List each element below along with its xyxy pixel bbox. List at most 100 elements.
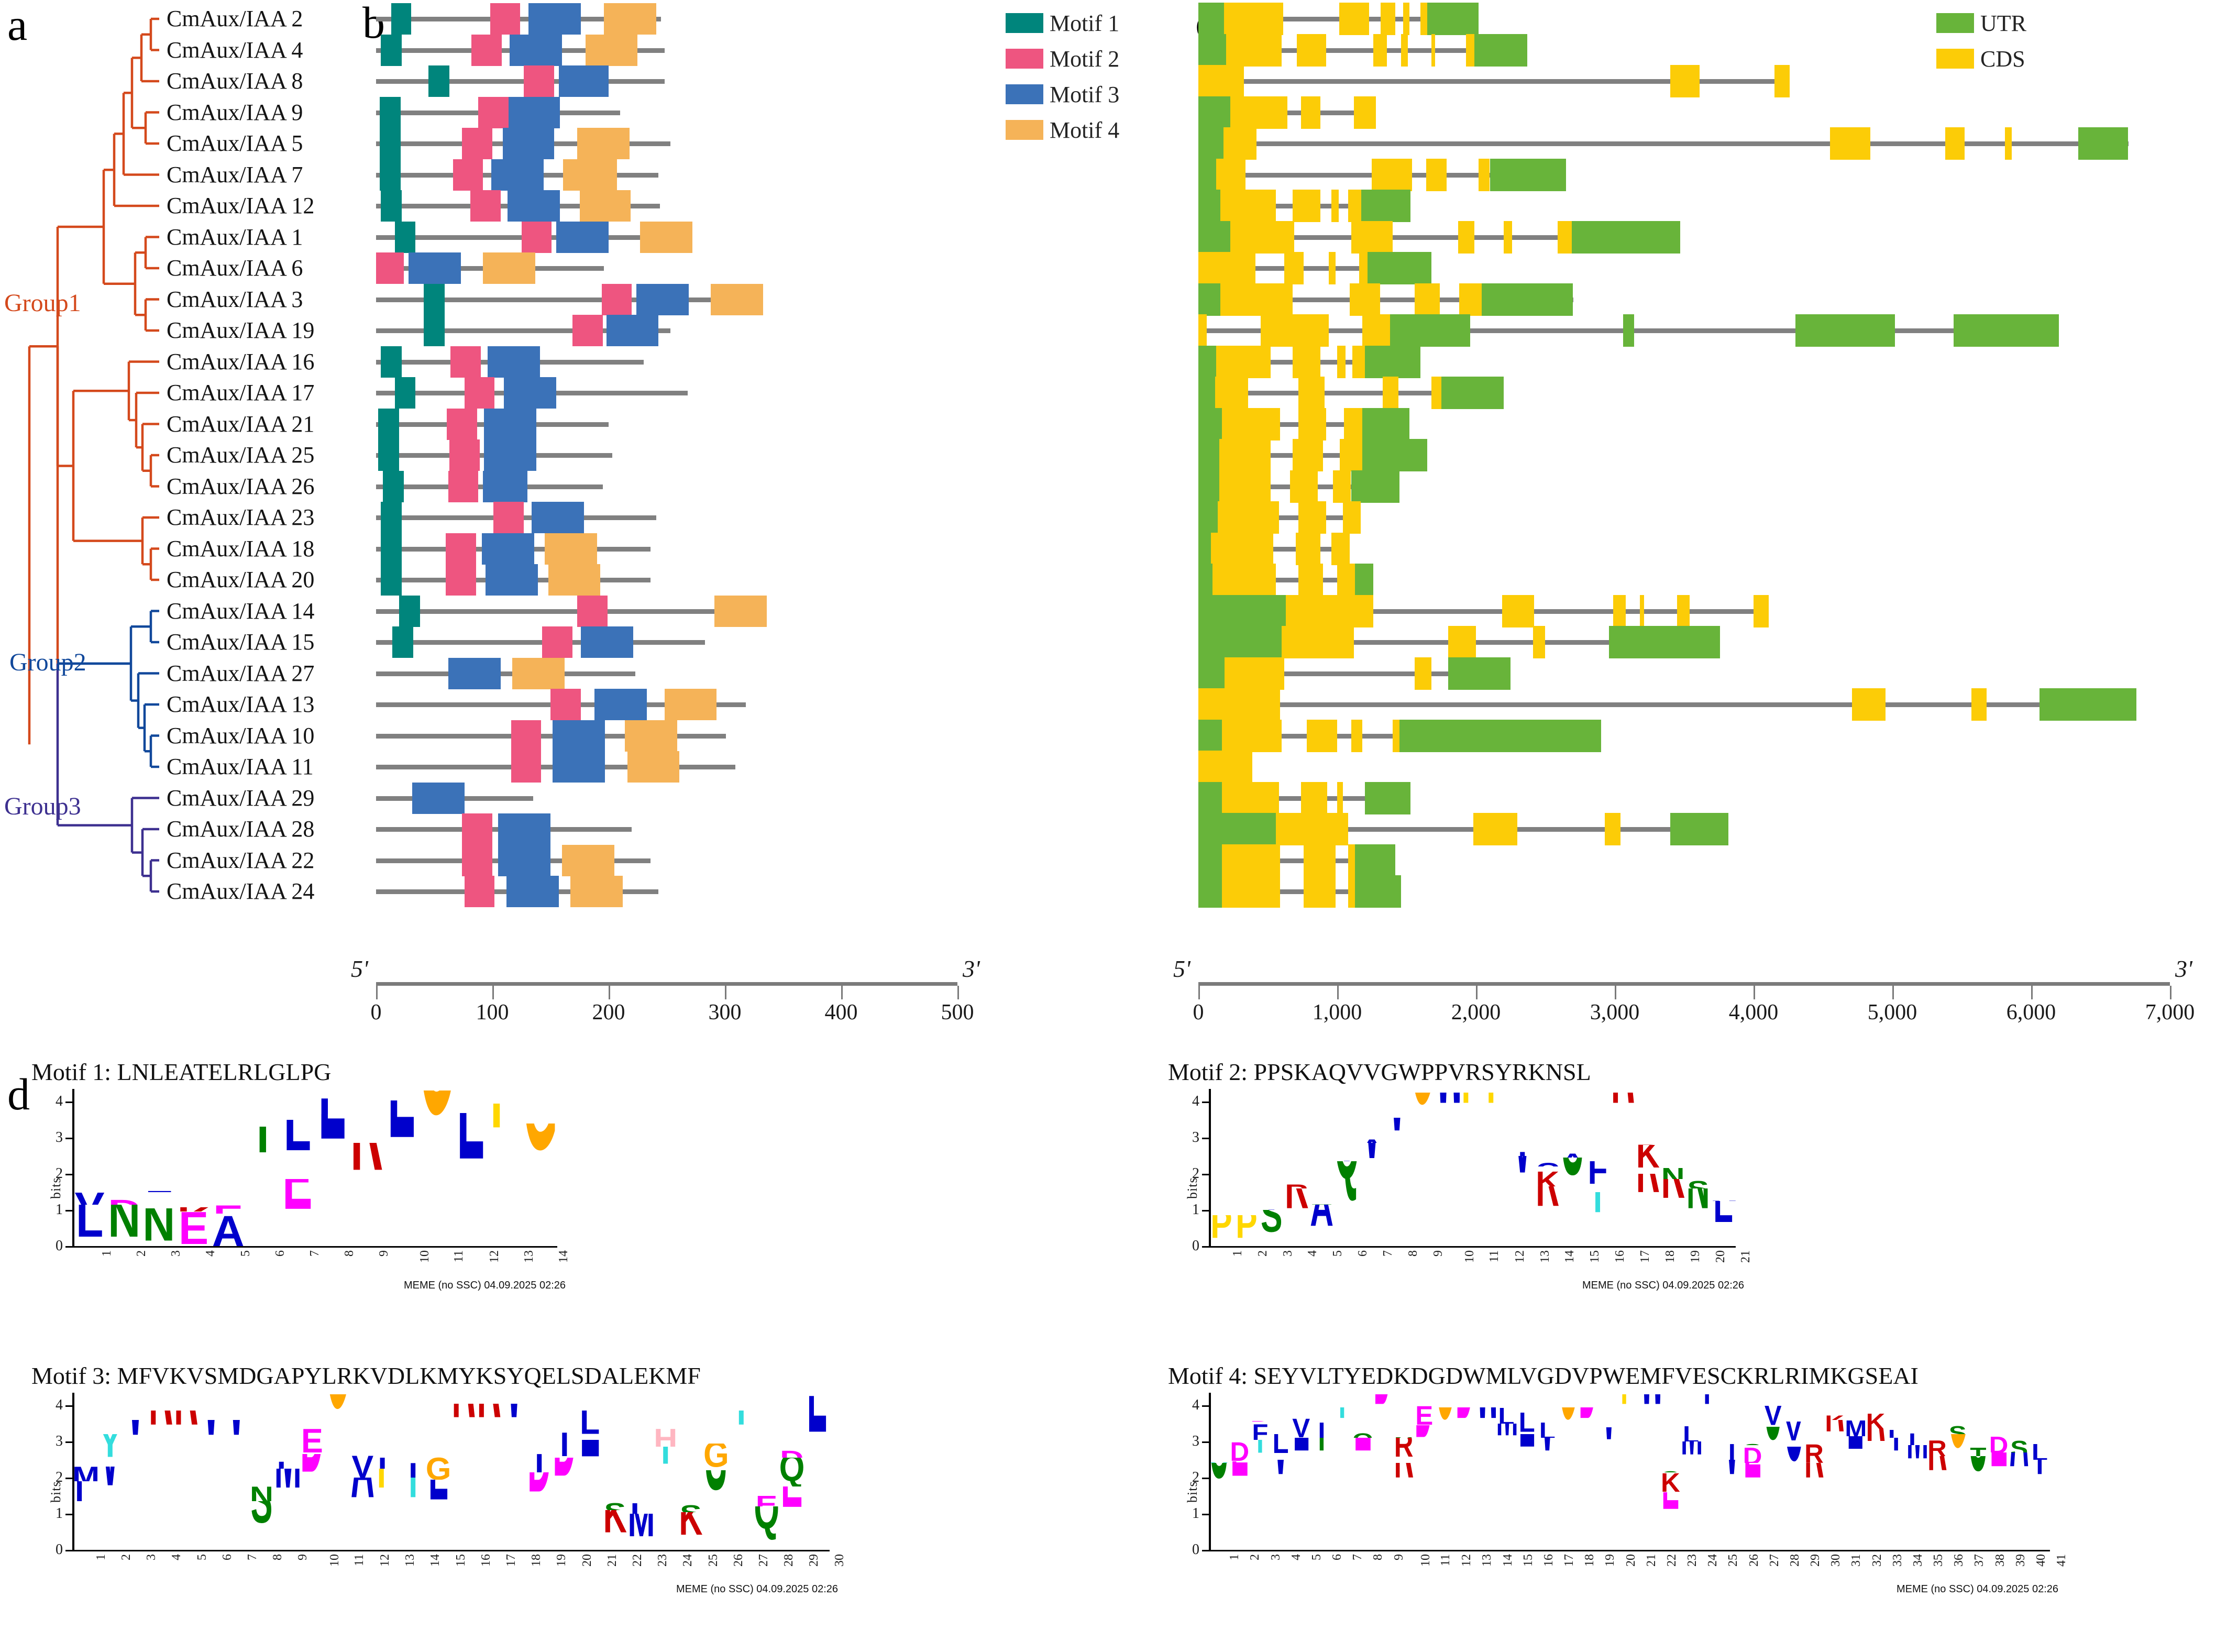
logo-x-tick-label: 12 [378,1554,392,1567]
track-backbone [1198,546,1350,552]
utr-block [1623,314,1635,347]
logo-letter: T [1783,1404,1804,1407]
logo-x-tick-label: 5 [1331,1250,1345,1257]
tree-leaf-label: CmAux/IAA 1 [167,224,303,250]
motif-3-block [504,377,557,409]
logo-position-stack: EDSNHG [1742,1393,1762,1550]
logo-y-tick-label: 3 [1192,1433,1199,1450]
logo-x-tick-label: 14 [1501,1554,1515,1567]
utr-block [1571,221,1680,254]
logo-letter: G [1309,1163,1335,1166]
track-row [1184,875,2227,908]
logo-letter: V [653,1416,678,1425]
axis-tick [957,986,959,999]
logo-letter: S [779,1428,804,1433]
logo-letter: C [1535,1152,1560,1166]
logo-letter: E [1352,1438,1373,1550]
logo-letter: A [1209,1194,1234,1199]
cds-block [1558,221,1572,254]
logo-letter: C [1804,1425,1824,1429]
motif-4-block [570,876,623,907]
motif-3-block [580,626,633,658]
logo-x-tick-label: 8 [1406,1250,1420,1257]
logo-letter: Y [653,1447,678,1550]
tree-leaf-label: CmAux/IAA 26 [167,473,315,499]
logo-x-tick-label: 15 [454,1554,468,1567]
logo-letter: T [1763,1397,1783,1406]
logo-y-tick-label: 4 [1192,1093,1199,1110]
motif-3-block [484,439,537,471]
logo-letter: I [1845,1405,1865,1409]
logo-x-tick-label: 18 [530,1554,544,1567]
motif-3-block [483,470,527,502]
logo-position-stack: KRQN [1927,1393,1947,1550]
logo-letter: T [779,1433,804,1441]
axis-tick-label: 0 [370,1000,382,1025]
track-backbone [1198,827,1729,832]
track-backbone [376,733,726,739]
track-backbone [376,609,767,614]
logo-letter: S [1517,1407,1537,1413]
logo-letter: D [1989,1434,2009,1452]
cds-block [1339,3,1369,35]
motif-2-block [577,595,608,627]
logo-x-tick-label: 22 [631,1554,645,1567]
logo-position-stack: LL [315,1089,349,1246]
motif-2-block [462,844,492,876]
logo-letter: V [375,1444,400,1450]
logo-x-tick-label: 11 [1487,1250,1501,1263]
logo-position-stack: NSTKG [1685,1089,1711,1246]
track-row [1184,345,2227,379]
logo-letter: I [1681,1405,1701,1409]
cds-block [1219,470,1271,503]
logo-letter: E [1578,1401,1598,1407]
logo-letter: T [1722,1433,1742,1441]
logo-letter: E [1229,1461,1250,1550]
logo-letter: G [107,1165,141,1174]
logo-letter: G [1660,1449,1681,1454]
motif-1-block [394,221,416,253]
axis-tick [1198,986,1200,999]
logo-letter: L [1539,1419,1556,1438]
logo-letter: T [1311,1438,1332,1550]
logo-letter: Q [1335,1161,1360,1246]
motif-1-block [394,377,416,409]
logo-y-tick [1202,1550,1209,1551]
logo-letter: G [1685,1151,1711,1155]
logo-position-stack: MLVA [274,1393,300,1550]
logo-letter: V [1311,1414,1332,1419]
logo-y-tick-label: 1 [56,1505,63,1522]
logo-letter: V [1271,1460,1291,1550]
logo-letter: D [1250,1411,1270,1422]
logo-letter: V [1764,1405,1782,1427]
motif-3-block [594,689,647,720]
logo-position-stack: VM [1384,1089,1409,1246]
logo-letter: T [1660,1147,1685,1152]
logo-letter: S [1585,1150,1611,1161]
logo-letter: Q [523,1110,557,1123]
logo-y-tick-label: 0 [56,1541,63,1558]
logo-letter: M [1496,1424,1516,1550]
logo-block-motif4: Motif 4: SEYVLTYEDKDGDWMLVGDVPWEMFVESCKR… [1168,1362,2068,1598]
logo-letter: D [1209,1432,1229,1436]
logo-letter: I [534,1450,544,1472]
logo-x-tick-label: 2 [135,1250,149,1257]
track-row [367,750,1184,784]
logo-letter: G [249,1451,274,1459]
motif-4-block [483,252,536,284]
logo-letter: K [603,1510,627,1545]
logo-position-stack: RKH [1865,1393,1886,1550]
utr-block [1198,283,1221,316]
logo-letter: V [1845,1409,1865,1418]
logo-y-tick [65,1405,73,1407]
logo-position-stack: LL [384,1089,418,1246]
logo-position-stack: AEIKQ [211,1089,246,1246]
cds-block [1198,65,1244,97]
cds-block [1344,408,1362,440]
logo-letter: K [1309,1166,1335,1172]
logo-letter: L [75,1204,104,1246]
cds-block [1216,345,1271,378]
utr-block [1670,813,1729,845]
logo-letter: H [1865,1404,1886,1411]
track-row [367,408,1184,441]
